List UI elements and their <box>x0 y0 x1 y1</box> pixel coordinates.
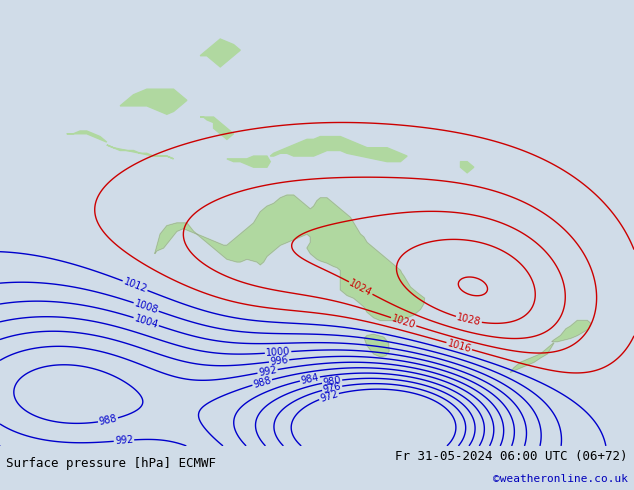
Text: 1012: 1012 <box>122 276 148 294</box>
Polygon shape <box>200 117 233 139</box>
Polygon shape <box>270 137 407 162</box>
Polygon shape <box>67 131 107 142</box>
Polygon shape <box>365 334 389 357</box>
Polygon shape <box>155 195 424 320</box>
Text: 992: 992 <box>114 435 134 446</box>
Text: 984: 984 <box>300 372 320 386</box>
Text: 1008: 1008 <box>133 298 159 316</box>
Polygon shape <box>552 320 591 342</box>
Text: 992: 992 <box>257 365 278 378</box>
Text: 980: 980 <box>322 375 342 388</box>
Text: 972: 972 <box>318 389 339 404</box>
Text: 1020: 1020 <box>391 313 417 330</box>
Text: 996: 996 <box>269 355 289 367</box>
Text: 1000: 1000 <box>266 346 290 358</box>
Text: 988: 988 <box>252 375 273 390</box>
Text: 1004: 1004 <box>133 313 159 330</box>
Polygon shape <box>227 156 270 167</box>
Text: 988: 988 <box>98 414 118 427</box>
Text: Fr 31-05-2024 06:00 UTC (06+72): Fr 31-05-2024 06:00 UTC (06+72) <box>395 450 628 463</box>
Polygon shape <box>510 343 554 372</box>
Polygon shape <box>120 89 187 114</box>
Text: 976: 976 <box>322 381 342 395</box>
Text: 1024: 1024 <box>347 278 374 298</box>
Text: ©weatheronline.co.uk: ©weatheronline.co.uk <box>493 474 628 484</box>
Polygon shape <box>460 162 474 173</box>
Text: Surface pressure [hPa] ECMWF: Surface pressure [hPa] ECMWF <box>6 457 216 469</box>
Text: 1016: 1016 <box>446 338 472 354</box>
Polygon shape <box>107 145 174 159</box>
Polygon shape <box>200 39 240 67</box>
Text: 1028: 1028 <box>456 312 482 327</box>
